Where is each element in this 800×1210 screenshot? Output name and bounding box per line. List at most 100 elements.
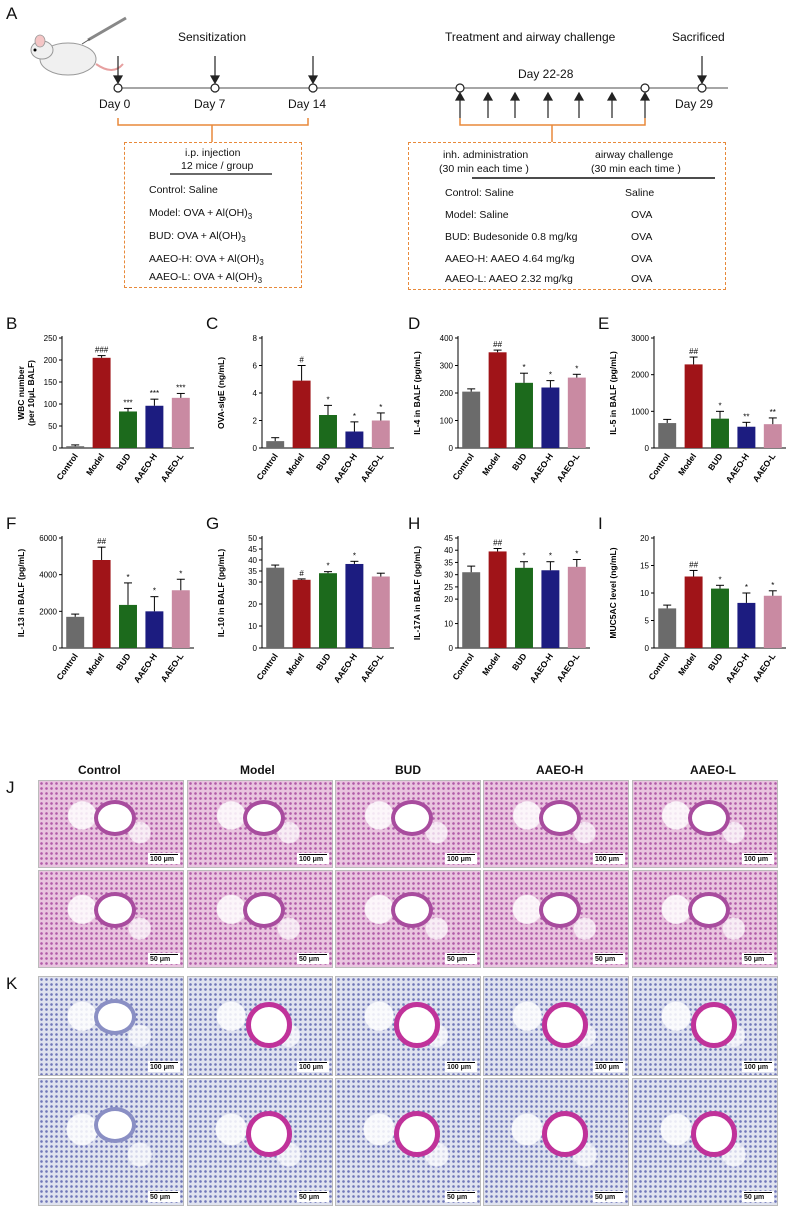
y-tick-label: 35 [248,567,257,576]
day-label: Day 14 [288,97,327,111]
y-tick-label: 8 [253,334,258,343]
timeline-svg [112,56,728,179]
y-tick-label: 2000 [631,371,649,380]
protocol-row: AAEO-L: OVA + Al(OH)3 [149,271,263,286]
scale-bar: 100 μm [445,1061,477,1072]
airway-lumen [538,892,581,929]
airway-lumen [242,892,285,929]
treatment-protocol-box: inh. administration (30 min each time ) … [408,142,726,290]
muc5ac-chart: MUC5AC level (ng/mL) 0 5 10 15 20 Control ## Mod… [608,534,786,685]
y-tick-label: 10 [640,589,649,598]
y-tick-label: 5 [645,617,650,626]
panel-letter-i: I [598,514,603,533]
treatment-row-left: AAEO-L: AAEO 2.32 mg/kg [445,273,573,285]
sensitization-label: Sensitization [178,30,247,44]
sensitization-protocol-box: i.p. injection 12 mice / group Control: … [124,142,302,288]
significance-label: * [522,363,525,372]
bar [92,357,111,448]
bar [711,418,729,448]
bar [119,604,137,648]
bar [462,391,481,448]
bar [119,411,137,448]
significance-label: * [353,551,356,560]
x-tick-label: Model [480,651,502,677]
admin-header: inh. administration [443,149,529,161]
airway-lumen [690,1001,737,1048]
bar [763,424,782,448]
histology-image: 100 μm [483,780,629,868]
y-tick-label: 30 [444,571,453,580]
injection-label: i.p. injection [185,147,241,159]
x-tick-label: AAEO-H [332,651,359,684]
x-tick-label: AAEO-L [555,651,582,683]
airway-lumen [538,799,581,836]
histology-image: 100 μm [483,976,629,1076]
panel-letter-c: C [206,314,219,333]
y-tick-label: 30 [248,578,257,587]
y-axis-label: OVA-sIgE (ng/mL) [216,357,226,429]
significance-label: * [179,569,182,578]
treatment-row-right: OVA [631,231,653,243]
airway-lumen [541,1110,588,1157]
x-tick-label: AAEO-H [528,651,555,684]
bar [515,567,533,648]
x-tick-label: AAEO-H [528,451,555,484]
y-tick-label: 6 [253,362,258,371]
treatment-row-right: OVA [631,273,653,285]
treatment-row-left: BUD: Budesonide 0.8 mg/kg [445,231,578,243]
airway-lumen [93,998,136,1035]
bar [145,405,164,448]
y-axis-label: IL-5 in BALF (pg/mL) [608,351,618,435]
y-tick-label: 0 [645,644,650,653]
airway-lumen [687,799,730,836]
sacrificed-label: Sacrificed [672,30,725,44]
treatment-row-right: OVA [631,209,653,221]
airway-lumen [541,1001,588,1048]
y-tick-label: 150 [44,378,58,387]
significance-label: ** [743,412,749,421]
bar [145,611,164,648]
x-tick-label: Control [450,451,476,481]
bar [345,431,364,448]
bar [319,573,337,648]
airway-lumen [687,892,730,929]
histology-image: 50 μm [38,870,184,968]
x-tick-label: AAEO-H [132,651,159,684]
airway-lumen [690,1110,737,1157]
significance-label: *** [123,398,132,407]
protocol-row: Model: OVA + Al(OH)3 [149,207,253,222]
significance-label: ### [95,346,109,355]
histology-image: 50 μm [632,1078,778,1206]
treatment-row-left: AAEO-H: AAEO 4.64 mg/kg [445,253,575,265]
y-axis-label: WBC number [16,365,26,420]
y-tick-label: 20 [444,595,453,604]
bar [711,588,729,648]
histology-image: 50 μm [38,1078,184,1206]
y-tick-label: 250 [44,334,58,343]
x-tick-label: BUD [706,651,725,672]
protocol-row: AAEO-H: OVA + Al(OH)3 [149,253,264,268]
y-tick-label: 4000 [39,571,57,580]
admin-subheader: (30 min each time ) [439,163,529,175]
y-tick-label: 20 [248,600,257,609]
column-title: Model [240,763,275,777]
significance-label: * [522,552,525,561]
x-tick-label: Model [480,451,502,477]
significance-label: * [153,587,156,596]
airway-lumen [390,892,433,929]
x-tick-label: Model [676,451,698,477]
y-tick-label: 100 [44,400,58,409]
significance-label: * [549,552,552,561]
x-tick-label: Model [84,451,106,477]
histology-image: 100 μm [38,780,184,868]
significance-label: ## [97,537,106,546]
y-tick-label: 200 [440,389,454,398]
bar [658,423,677,448]
scale-bar: 100 μm [742,1061,774,1072]
panel-letter-d: D [408,314,421,333]
bar [171,397,190,448]
y-tick-label: 10 [248,622,257,631]
x-tick-label: Control [254,451,280,481]
bar [66,446,85,448]
y-tick-label: 10 [444,620,453,629]
